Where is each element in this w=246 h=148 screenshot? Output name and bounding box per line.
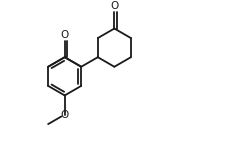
Text: O: O bbox=[110, 1, 119, 11]
Text: O: O bbox=[61, 29, 69, 40]
Text: O: O bbox=[61, 110, 69, 120]
